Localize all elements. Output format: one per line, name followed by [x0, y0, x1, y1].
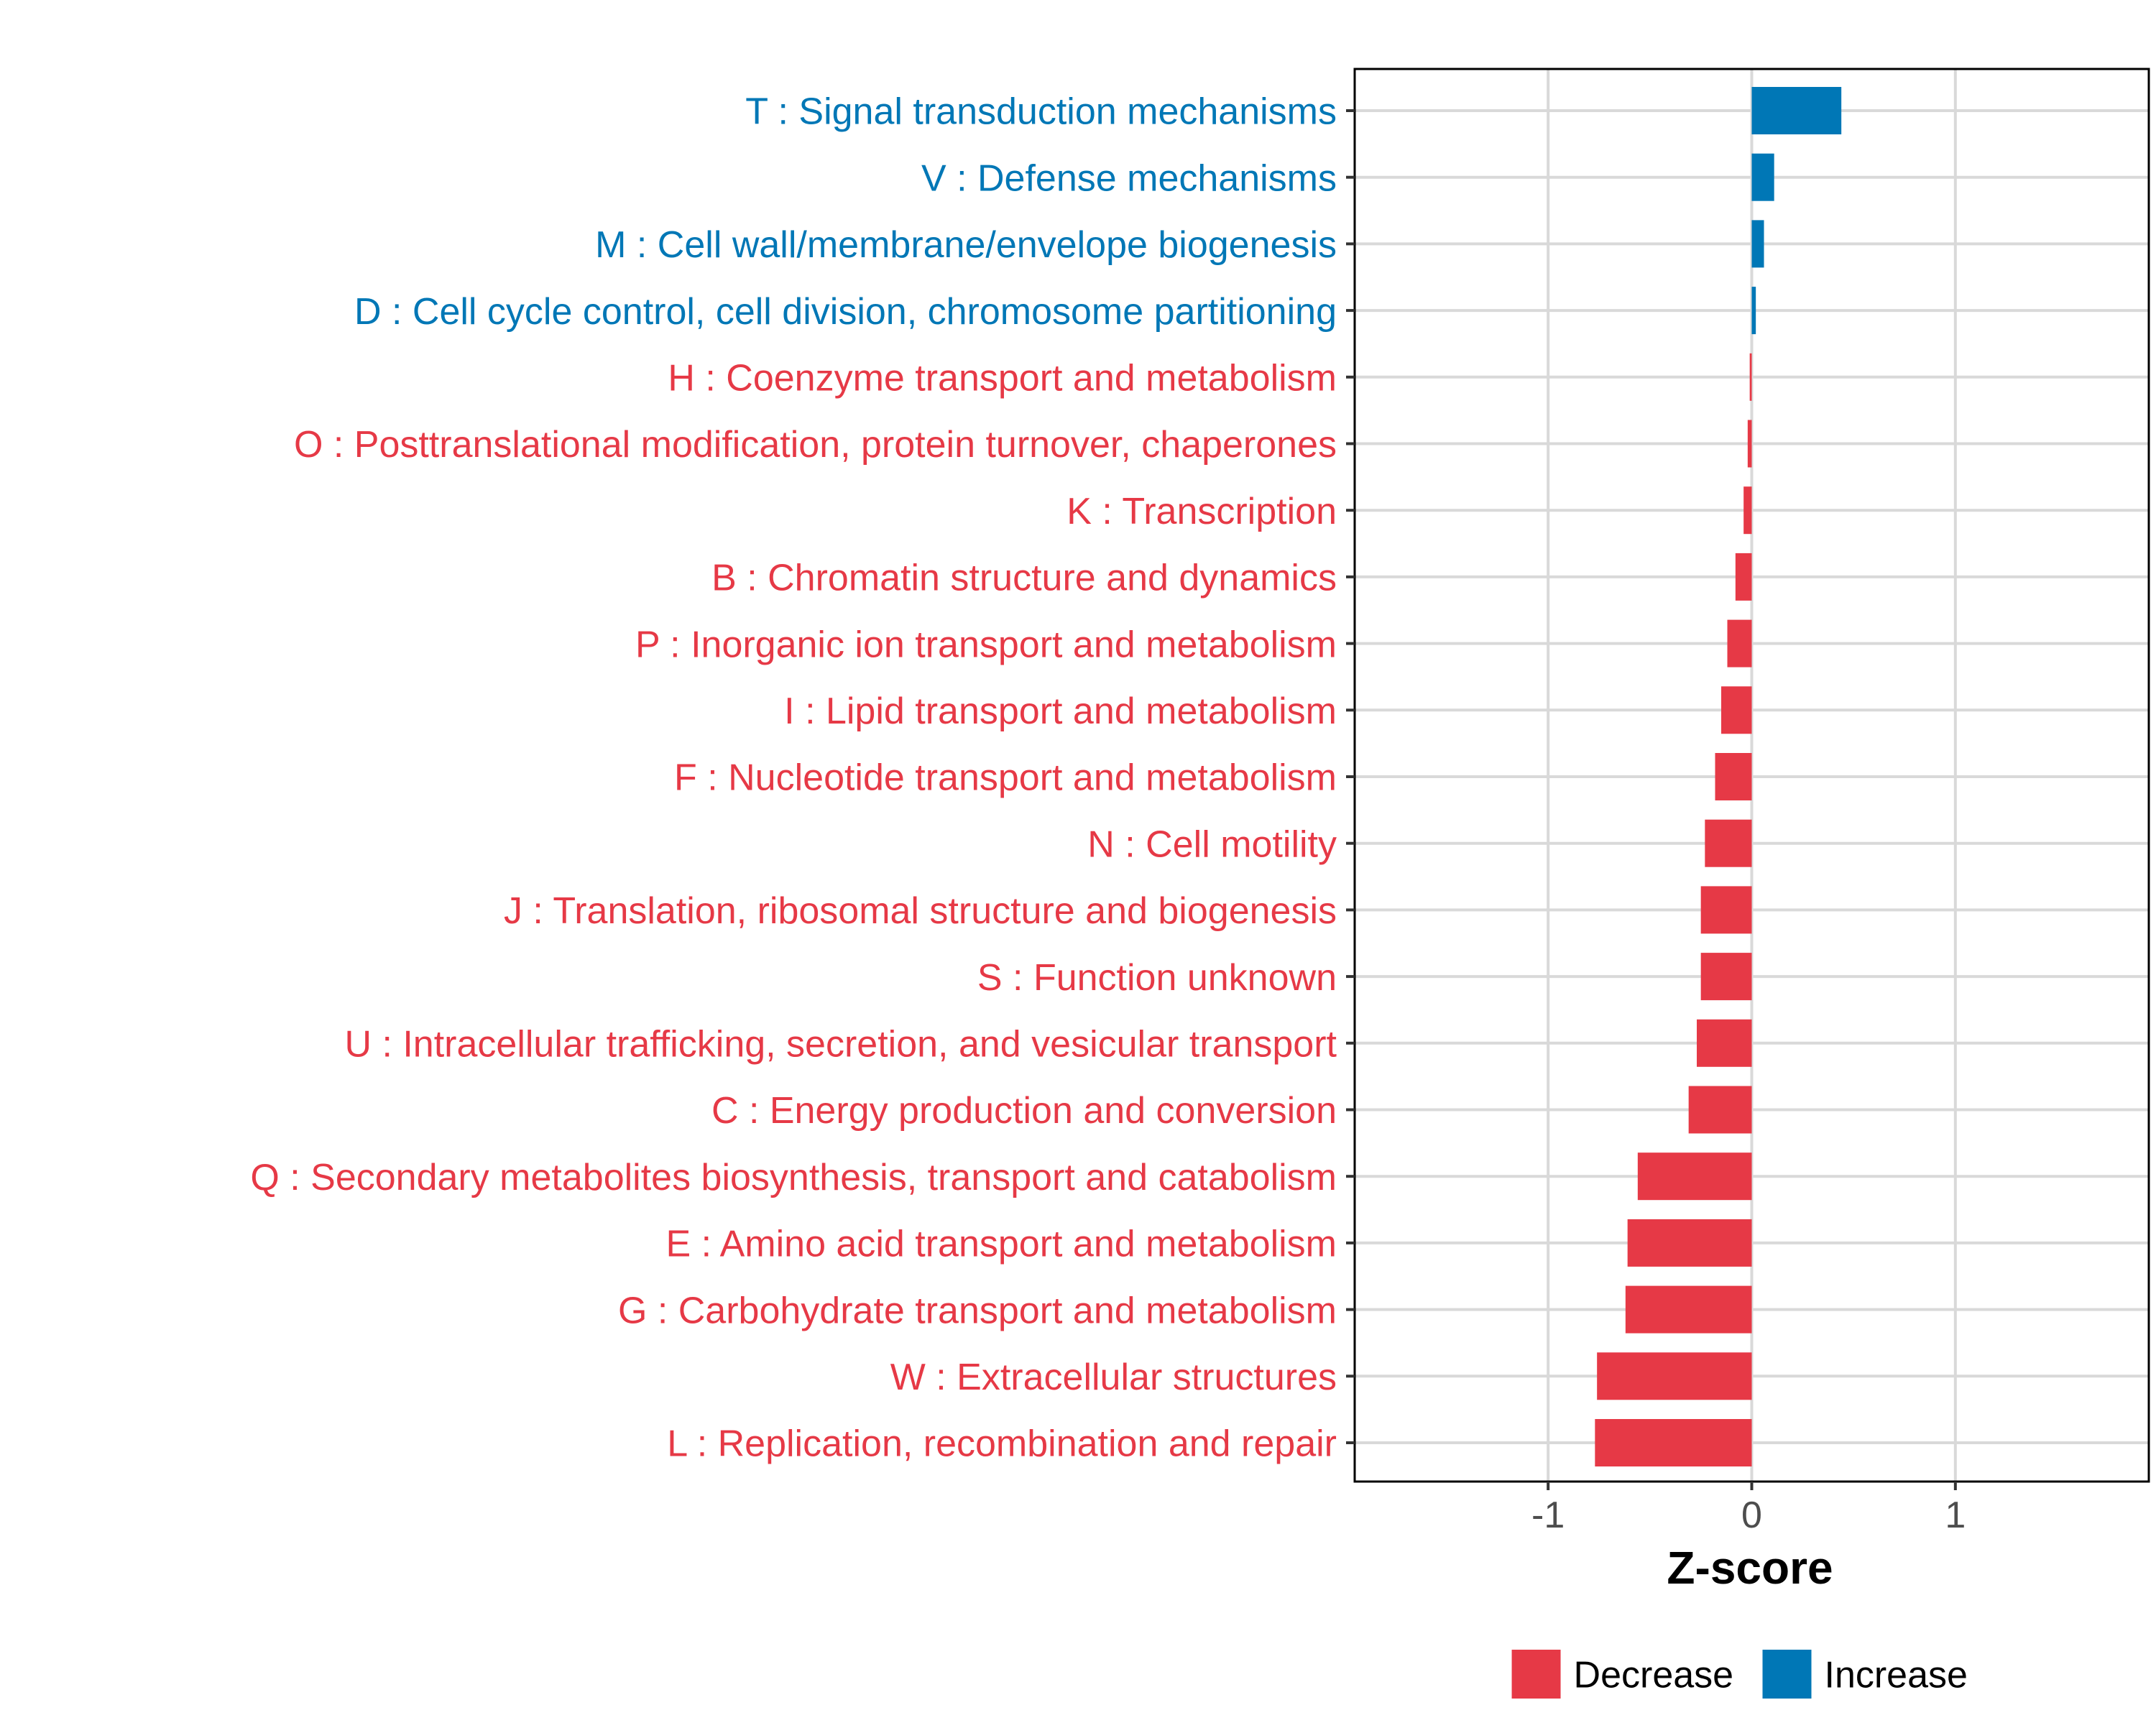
bar-q — [1637, 1152, 1752, 1201]
bar-h — [1749, 353, 1752, 401]
category-label: E : Amino acid transport and metabolism — [665, 1224, 1337, 1265]
bar-p — [1727, 619, 1752, 667]
bar-l — [1595, 1419, 1752, 1466]
x-tick-label: -1 — [1531, 1494, 1565, 1536]
bar-g — [1625, 1285, 1752, 1334]
category-label: T : Signal transduction mechanisms — [745, 91, 1337, 133]
category-label: L : Replication, recombination and repai… — [667, 1423, 1337, 1465]
category-label: Q : Secondary metabolites biosynthesis, … — [250, 1157, 1337, 1198]
category-label: H : Coenzyme transport and metabolism — [668, 358, 1337, 399]
category-label: M : Cell wall/membrane/envelope biogenes… — [595, 224, 1337, 266]
bar-s — [1700, 953, 1752, 1001]
legend: Decrease Increase — [1511, 1650, 1968, 1699]
bar-o — [1747, 420, 1752, 468]
bar-j — [1700, 886, 1752, 934]
category-label: S : Function unknown — [977, 957, 1337, 999]
bar-d — [1751, 287, 1756, 335]
bar-c — [1688, 1086, 1752, 1134]
bar-m — [1751, 220, 1764, 268]
legend-label-decrease: Decrease — [1574, 1655, 1734, 1696]
bar-n — [1705, 819, 1752, 867]
bar-t — [1751, 87, 1842, 134]
category-label: K : Transcription — [1067, 491, 1337, 532]
category-label: N : Cell motility — [1087, 823, 1337, 865]
category-label: W : Extracellular structures — [890, 1357, 1337, 1398]
bar-v — [1751, 153, 1774, 201]
legend-key-increase — [1762, 1650, 1812, 1699]
legend-key-decrease — [1511, 1650, 1561, 1699]
bars — [1595, 87, 1842, 1466]
bar-k — [1743, 486, 1752, 535]
category-label: P : Inorganic ion transport and metaboli… — [635, 624, 1337, 665]
category-label: O : Posttranslational modification, prot… — [294, 424, 1337, 466]
bar-i — [1721, 686, 1752, 734]
legend-label-increase: Increase — [1825, 1655, 1968, 1696]
bar-u — [1697, 1019, 1752, 1067]
category-label: V : Defense mechanisms — [921, 157, 1337, 199]
x-axis-title: Z-score — [1667, 1542, 1833, 1594]
bar-b — [1735, 553, 1752, 601]
category-label: D : Cell cycle control, cell division, c… — [354, 291, 1337, 333]
category-label: F : Nucleotide transport and metabolism — [674, 757, 1337, 799]
bar-w — [1597, 1352, 1752, 1400]
category-label: U : Intracellular trafficking, secretion… — [344, 1024, 1337, 1066]
category-labels: T : Signal transduction mechanisms V : De… — [250, 91, 1355, 1465]
x-tick-label: 0 — [1741, 1494, 1762, 1536]
category-label: B : Chromatin structure and dynamics — [711, 558, 1337, 599]
category-label: J : Translation, ribosomal structure and… — [504, 890, 1337, 932]
bar-e — [1627, 1219, 1752, 1267]
x-tick-label: 1 — [1945, 1494, 1966, 1536]
bar-f — [1715, 753, 1752, 800]
category-label: C : Energy production and conversion — [711, 1090, 1337, 1132]
x-axis-ticks: -1 0 1 — [1531, 1482, 1966, 1536]
category-label: I : Lipid transport and metabolism — [784, 690, 1337, 732]
category-label: G : Carbohydrate transport and metabolis… — [618, 1290, 1337, 1331]
